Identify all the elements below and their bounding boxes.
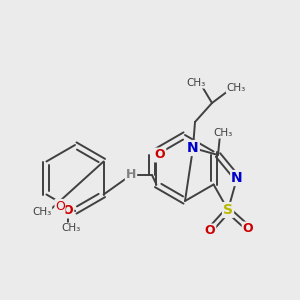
Text: CH₃: CH₃ — [186, 78, 206, 88]
Text: S: S — [223, 203, 233, 217]
Text: CH₃: CH₃ — [226, 83, 246, 93]
Text: O: O — [205, 224, 215, 238]
Text: CH₃: CH₃ — [213, 128, 232, 138]
Text: CH₃: CH₃ — [32, 207, 52, 217]
Text: O: O — [155, 148, 165, 161]
Text: N: N — [187, 141, 199, 155]
Text: O: O — [243, 223, 253, 236]
Text: H: H — [126, 169, 136, 182]
Text: O: O — [55, 200, 65, 212]
Text: CH₃: CH₃ — [61, 223, 81, 233]
Text: N: N — [231, 171, 243, 185]
Text: O: O — [63, 205, 73, 218]
